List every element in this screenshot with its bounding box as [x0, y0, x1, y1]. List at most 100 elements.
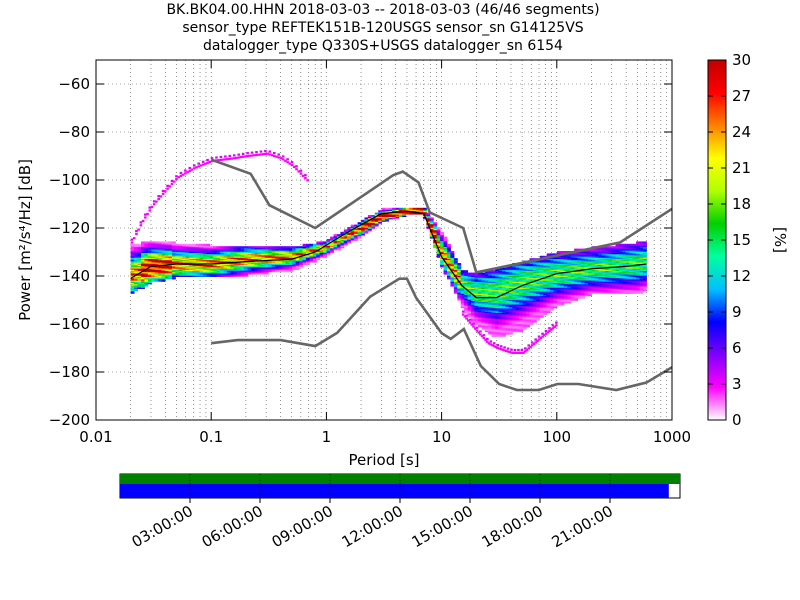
density-cell [460, 288, 465, 291]
density-cell [130, 281, 135, 283]
density-cell [526, 273, 530, 276]
density-cell [560, 289, 565, 292]
density-cell [151, 257, 156, 259]
density-cell [230, 266, 235, 269]
density-cell [622, 248, 627, 251]
density-cell [285, 267, 290, 270]
density-cell [622, 254, 627, 257]
density-cell [553, 265, 558, 268]
density-cell [577, 281, 582, 283]
density-cell [471, 318, 475, 321]
density-cell [240, 246, 245, 249]
density-cell [594, 290, 599, 293]
density-cell [347, 229, 352, 232]
density-cell [158, 259, 163, 262]
density-cell [453, 277, 458, 280]
density-cell [230, 269, 235, 271]
density-cell [532, 288, 537, 291]
outlier-cell [224, 155, 227, 158]
density-cell [622, 255, 627, 258]
density-cell [508, 287, 513, 289]
density-cell [508, 315, 513, 318]
density-cell [161, 255, 166, 258]
outlier-cell [525, 348, 529, 351]
density-cell [636, 269, 640, 271]
density-cell [199, 272, 204, 275]
density-cell [512, 293, 517, 295]
density-cell [381, 219, 386, 222]
density-cell [137, 283, 142, 286]
density-cell [443, 257, 448, 259]
density-cell [474, 309, 479, 312]
density-cell [532, 276, 537, 279]
density-cell [171, 257, 176, 259]
density-cell [333, 241, 338, 244]
density-cell [130, 288, 135, 291]
density-cell [257, 253, 262, 256]
density-cell [165, 273, 169, 276]
density-cell [240, 266, 245, 269]
density-cell [367, 221, 372, 223]
density-cell [508, 308, 513, 311]
density-cell [268, 246, 273, 249]
density-cell [639, 281, 644, 283]
density-cell [240, 252, 245, 255]
density-cell [244, 255, 248, 258]
density-cell [553, 302, 558, 305]
density-cell [560, 284, 565, 287]
density-cell [381, 210, 386, 213]
density-cell [477, 276, 482, 279]
density-cell [505, 289, 510, 292]
density-cell [216, 258, 221, 261]
density-cell [140, 260, 145, 263]
density-cell [140, 249, 145, 252]
density-cell [632, 279, 637, 282]
density-cell [464, 277, 469, 280]
density-cell [536, 315, 541, 318]
density-cell [319, 254, 324, 257]
density-cell [189, 272, 193, 275]
density-cell [512, 302, 517, 305]
density-cell [519, 303, 524, 306]
density-cell [639, 265, 644, 268]
density-cell [171, 247, 176, 250]
density-cell [584, 252, 589, 255]
density-cell [285, 249, 290, 252]
density-cell [563, 277, 568, 280]
density-cell [522, 319, 527, 322]
density-cell [196, 259, 200, 262]
density-cell [584, 294, 589, 297]
density-cell [526, 267, 530, 270]
density-cell [467, 283, 472, 286]
density-cell [457, 264, 462, 267]
density-cell [529, 313, 534, 316]
density-cell [140, 266, 145, 269]
density-cell [543, 301, 548, 304]
density-cell [416, 209, 420, 211]
density-cell [629, 258, 634, 261]
density-cell [491, 321, 496, 324]
density-cell [281, 261, 286, 264]
density-cell [546, 309, 551, 312]
density-cell [237, 271, 242, 274]
density-cell [182, 253, 187, 256]
density-cell [196, 267, 200, 270]
density-cell [405, 212, 410, 215]
density-cell [543, 285, 548, 288]
density-cell [519, 314, 524, 317]
density-cell [574, 282, 579, 285]
density-cell [522, 289, 527, 292]
density-cell [615, 246, 620, 249]
density-cell [426, 225, 431, 228]
density-cell [625, 278, 630, 281]
density-cell [495, 327, 499, 330]
density-cell [553, 299, 558, 301]
density-cell [309, 254, 314, 257]
density-cell [464, 302, 469, 305]
density-cell [618, 281, 623, 283]
density-cell [515, 318, 520, 321]
density-cell [140, 284, 145, 287]
density-cell [477, 289, 482, 292]
density-cell [467, 309, 472, 312]
density-cell [340, 245, 345, 247]
